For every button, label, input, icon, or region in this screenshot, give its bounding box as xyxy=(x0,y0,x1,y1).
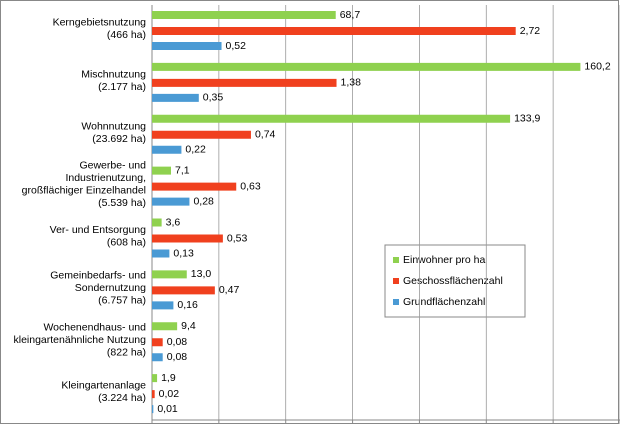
bar xyxy=(152,11,336,19)
value-label: 9,4 xyxy=(181,320,196,332)
category-label: Gemeinbedarfs- und xyxy=(50,270,146,282)
value-label: 0,28 xyxy=(193,195,214,207)
category-label: (2.177 ha) xyxy=(98,81,146,93)
value-label: 7,1 xyxy=(175,164,190,176)
value-label: 2,72 xyxy=(520,25,541,37)
bar xyxy=(152,353,163,362)
category-label: Wohnnutzung xyxy=(81,120,146,132)
bar xyxy=(152,197,190,206)
value-label: 133,9 xyxy=(514,113,540,125)
category-label: Wochenendhaus- und xyxy=(43,322,146,334)
bar xyxy=(152,166,171,175)
bar xyxy=(152,42,222,50)
bar xyxy=(152,62,581,71)
value-label: 160,2 xyxy=(584,61,610,73)
bar xyxy=(152,182,237,191)
value-label: 13,0 xyxy=(191,268,212,280)
category-label: kleingartenähnliche Nutzung xyxy=(13,334,146,346)
bar xyxy=(152,78,337,87)
legend-swatch xyxy=(393,257,399,263)
bar xyxy=(152,286,215,295)
bar xyxy=(152,374,158,383)
category-label: Sondernutzung xyxy=(75,282,146,294)
bar xyxy=(152,249,170,258)
value-label: 0,53 xyxy=(227,232,248,244)
value-label: 0,16 xyxy=(177,299,198,311)
legend-label: Einwohner pro ha xyxy=(403,254,485,266)
bar xyxy=(152,130,251,139)
category-label: (466 ha) xyxy=(107,29,146,41)
value-label: 0,08 xyxy=(167,351,188,363)
bar xyxy=(152,145,182,154)
category-label: Ver- und Entsorgung xyxy=(50,224,146,236)
bar xyxy=(152,390,155,399)
category-label: (822 ha) xyxy=(107,347,146,359)
category-label: Gewerbe- und xyxy=(79,160,146,172)
value-label: 3,6 xyxy=(166,216,181,228)
bar xyxy=(152,27,516,35)
category-label: großflächiger Einzelhandel xyxy=(22,185,146,197)
legend-label: Geschossflächenzahl xyxy=(403,275,503,287)
value-label: 0,35 xyxy=(203,92,224,104)
legend-swatch xyxy=(393,299,399,305)
bar xyxy=(152,93,199,102)
bar xyxy=(152,301,174,310)
value-label: 0,74 xyxy=(255,129,276,141)
value-label: 0,02 xyxy=(159,388,180,400)
value-label: 0,08 xyxy=(167,336,188,348)
category-label: (6.757 ha) xyxy=(98,295,146,307)
category-label: Kleingartenanlage xyxy=(61,380,146,392)
category-label: Mischnutzung xyxy=(81,68,146,80)
value-label: 0,01 xyxy=(157,403,178,415)
value-label: 0,52 xyxy=(226,40,247,52)
value-label: 1,9 xyxy=(161,372,176,384)
value-label: 0,22 xyxy=(185,144,206,156)
bar xyxy=(152,114,511,123)
bar xyxy=(152,322,178,331)
value-label: 68,7 xyxy=(340,9,361,21)
category-label: Kerngebietsnutzung xyxy=(53,17,147,29)
bar xyxy=(152,234,223,243)
legend: Einwohner pro ha Geschossflächenzahl Grund… xyxy=(384,244,526,318)
category-label: Industrienutzung, xyxy=(65,172,146,184)
category-label: (23.692 ha) xyxy=(92,133,146,145)
value-label: 0,47 xyxy=(219,284,240,296)
category-label: (3.224 ha) xyxy=(98,392,146,404)
legend-label: Grundflächenzahl xyxy=(403,296,485,308)
category-label: (5.539 ha) xyxy=(98,197,146,209)
legend-box xyxy=(384,244,526,318)
legend-swatch xyxy=(393,278,399,284)
bar xyxy=(152,405,154,414)
bar xyxy=(152,270,187,279)
value-label: 1,38 xyxy=(341,77,362,89)
value-label: 0,13 xyxy=(173,247,194,259)
bar xyxy=(152,218,162,227)
bar xyxy=(152,338,163,347)
category-label: (608 ha) xyxy=(107,237,146,249)
value-label: 0,63 xyxy=(240,180,261,192)
